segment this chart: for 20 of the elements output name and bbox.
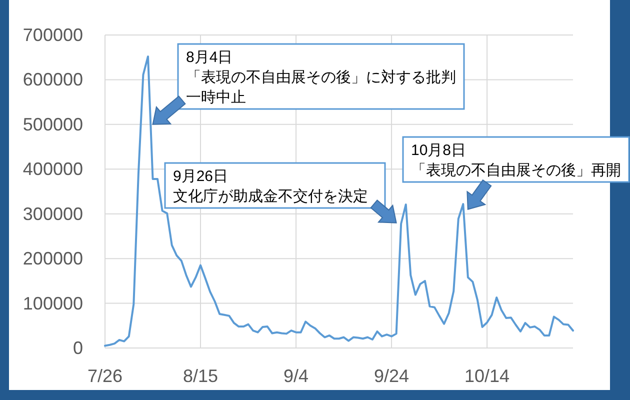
annotation: 「表現の不自由展その後」再開 [411, 162, 621, 179]
x-tick-label: 8/15 [182, 366, 218, 386]
x-tick-label: 10/14 [464, 366, 510, 386]
x-tick-label: 9/24 [374, 366, 410, 386]
y-tick-label: 0 [72, 338, 83, 358]
y-tick-label: 300000 [22, 204, 83, 224]
y-tick-label: 100000 [22, 293, 83, 314]
annotation: 「表現の不自由展その後」に対する批判 [186, 69, 456, 86]
y-tick-label: 400000 [22, 159, 83, 180]
annotation: 文化庁が助成金不交付を決定 [173, 188, 368, 205]
y-tick-label: 700000 [22, 25, 83, 45]
x-tick-label: 7/26 [87, 366, 123, 386]
y-tick-label: 600000 [22, 70, 83, 90]
x-tick-label: 9/4 [284, 366, 309, 386]
y-tick-label: 500000 [22, 114, 83, 134]
annotation: 9月26日 [173, 168, 228, 185]
annotation: 8月4日 [186, 49, 233, 66]
annotation: 一時中止 [186, 89, 246, 106]
y-tick-label: 200000 [22, 248, 83, 269]
annotation: 10月8日 [411, 142, 466, 159]
